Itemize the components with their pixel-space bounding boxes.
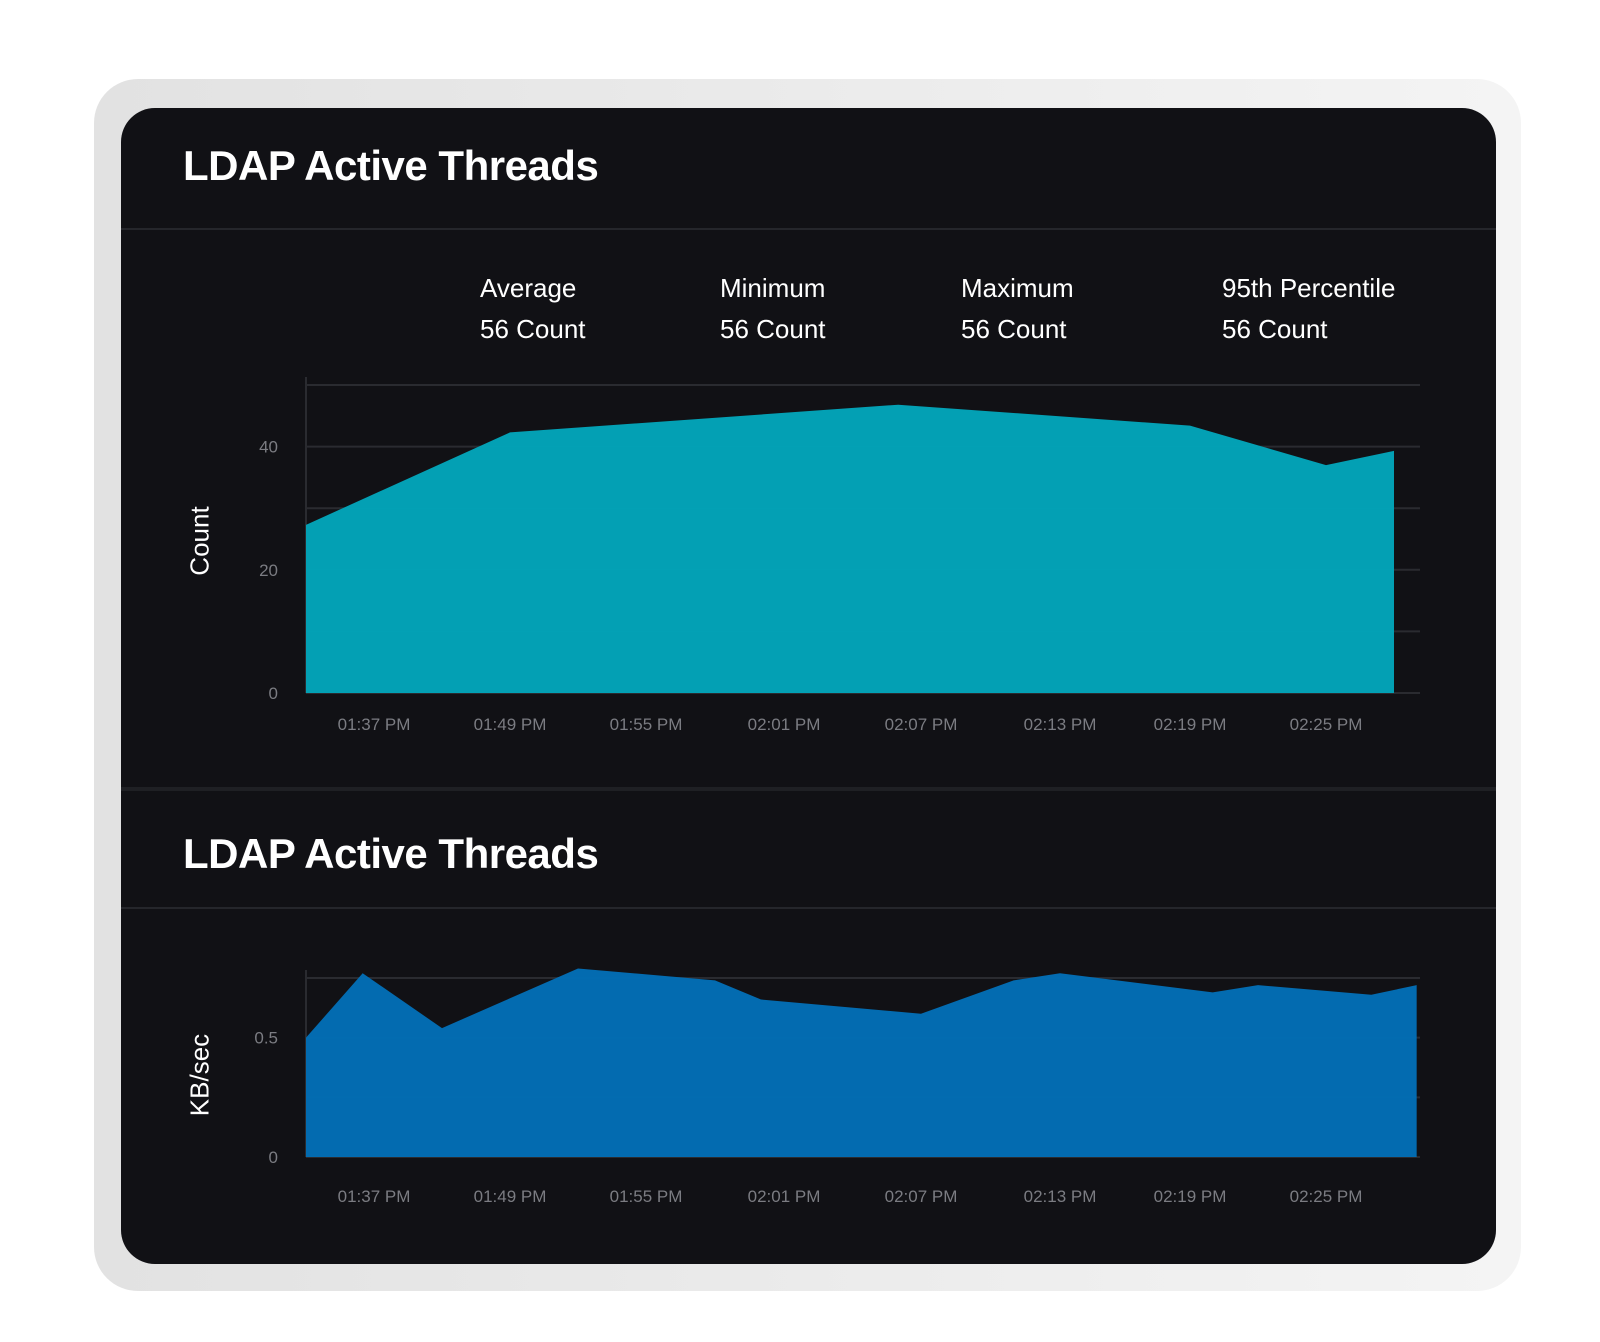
dashboard-card: LDAP Active Threads Average 56 Count Min… bbox=[121, 108, 1496, 1264]
x-tick-label: 01:55 PM bbox=[610, 1187, 683, 1206]
area-series bbox=[306, 968, 1417, 1157]
x-tick-label: 02:01 PM bbox=[748, 715, 821, 734]
x-tick-label: 02:19 PM bbox=[1154, 715, 1227, 734]
stat-value: 56 Count bbox=[961, 314, 1067, 344]
x-tick-label: 01:37 PM bbox=[338, 1187, 411, 1206]
y-tick-label: 0.5 bbox=[254, 1029, 278, 1048]
charts-canvas: 0 20 40 01:37 PM 01:49 PM 01:55 PM 02:01 PM 02:… bbox=[254, 377, 1420, 1206]
stat-minimum: Minimum 56 Count bbox=[720, 268, 826, 350]
stat-value: 56 Count bbox=[720, 314, 826, 344]
x-tick-label: 02:07 PM bbox=[885, 715, 958, 734]
x-tick-label: 02:01 PM bbox=[748, 1187, 821, 1206]
x-tick-label: 02:19 PM bbox=[1154, 1187, 1227, 1206]
x-tick-label: 01:49 PM bbox=[474, 1187, 547, 1206]
area-series bbox=[306, 404, 1394, 693]
divider bbox=[121, 907, 1496, 909]
stat-value: 56 Count bbox=[480, 314, 586, 344]
panel-divider bbox=[121, 787, 1496, 791]
stat-average: Average 56 Count bbox=[480, 268, 586, 350]
y-tick-label: 20 bbox=[259, 561, 278, 580]
stat-label: Minimum bbox=[720, 273, 826, 303]
stat-label: Maximum bbox=[961, 273, 1074, 303]
panel-title: LDAP Active Threads bbox=[183, 142, 599, 189]
x-tick-label: 02:13 PM bbox=[1024, 1187, 1097, 1206]
x-tick-label: 02:13 PM bbox=[1024, 715, 1097, 734]
x-tick-label: 01:55 PM bbox=[610, 715, 683, 734]
panel-title: LDAP Active Threads bbox=[183, 830, 599, 877]
y-tick-label: 0 bbox=[269, 1148, 278, 1167]
divider bbox=[121, 228, 1496, 230]
y-tick-label: 0 bbox=[269, 684, 278, 703]
stat-95th-percentile: 95th Percentile 56 Count bbox=[1222, 268, 1403, 350]
y-tick-label: 40 bbox=[259, 438, 278, 457]
stat-label: Average bbox=[480, 273, 577, 303]
x-tick-label: 02:07 PM bbox=[885, 1187, 958, 1206]
x-tick-label: 01:49 PM bbox=[474, 715, 547, 734]
x-tick-label: 02:25 PM bbox=[1290, 1187, 1363, 1206]
stat-label: 95th Percentile bbox=[1222, 273, 1396, 303]
stat-value: 56 Count bbox=[1222, 314, 1328, 344]
x-tick-label: 02:25 PM bbox=[1290, 715, 1363, 734]
x-tick-label: 01:37 PM bbox=[338, 715, 411, 734]
stat-maximum: Maximum 56 Count bbox=[961, 268, 1074, 350]
